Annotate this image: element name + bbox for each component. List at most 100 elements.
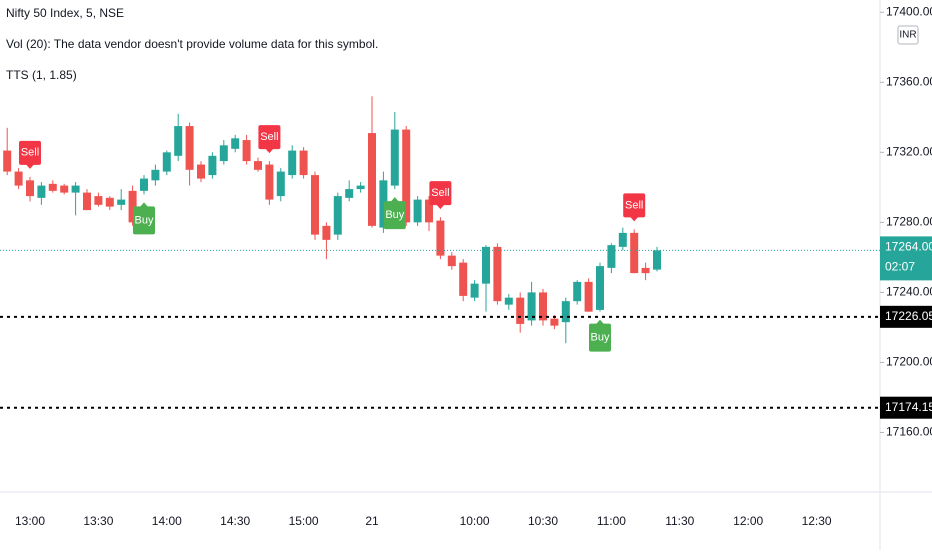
candle-body (322, 225, 331, 240)
buy-label-box (383, 201, 406, 230)
candle-body (60, 185, 69, 193)
sell-label-arrow (436, 204, 445, 210)
volume-note: Vol (20): The data vendor doesn't provid… (6, 37, 378, 51)
candle-body (447, 255, 456, 267)
level-label: 17226.05 (885, 309, 932, 323)
sell-label: Sell (260, 131, 278, 143)
candle-body (379, 180, 388, 228)
candle-body (265, 164, 274, 200)
candle-body (208, 155, 217, 176)
candle-body (299, 150, 308, 176)
currency-box[interactable] (897, 25, 919, 45)
candle-body (550, 318, 559, 326)
candle-body (607, 245, 616, 268)
y-tick-label: 17160.00 (886, 425, 932, 439)
candle-body (333, 196, 342, 235)
candle-body (516, 297, 525, 324)
candle-body (527, 292, 536, 321)
sell-label: Sell (431, 187, 449, 199)
candle-body (482, 246, 490, 284)
x-tick-label: 11:00 (597, 514, 626, 528)
x-tick-label: 12:30 (802, 514, 832, 528)
x-tick-label: 21 (365, 514, 379, 528)
indicator-name: TTS (1, 1.85) (6, 68, 77, 82)
buy-label-box (133, 206, 155, 235)
candle-body (470, 283, 479, 298)
candle-body (368, 133, 376, 226)
candle-body (37, 185, 46, 198)
candle-body (162, 152, 171, 172)
level-label-box (880, 305, 932, 328)
candle-body (288, 150, 297, 176)
candle-body (219, 145, 228, 162)
buy-label-arrow (390, 197, 399, 202)
sell-label-box (429, 181, 452, 206)
x-tick-label: 13:30 (83, 514, 113, 528)
candle-body (561, 301, 570, 323)
buy-label: Buy (591, 332, 610, 344)
candle-body (151, 169, 160, 181)
candle-body (197, 164, 205, 179)
candle-body (105, 197, 114, 207)
x-tick-label: 10:00 (460, 514, 490, 528)
candle-body (641, 267, 650, 274)
buy-label: Buy (385, 209, 404, 221)
buy-label-arrow (140, 202, 148, 207)
x-tick-label: 10:30 (528, 514, 558, 528)
candle-body (425, 199, 433, 223)
y-tick-label: 17360.00 (886, 74, 932, 88)
y-tick-label: 17320.00 (886, 144, 932, 158)
candle-body (653, 250, 661, 270)
candle-body (3, 150, 12, 172)
y-tick-label: 17240.00 (886, 285, 932, 299)
candle-body (26, 180, 34, 197)
candle-body (311, 175, 319, 235)
candle-body (459, 262, 468, 296)
sell-label-box (19, 140, 41, 165)
candle-body (174, 126, 183, 156)
candle-body (117, 199, 126, 205)
chart-title: Nifty 50 Index, 5, NSE (6, 6, 124, 20)
candle-body (94, 196, 103, 205)
buy-label: Buy (135, 214, 154, 226)
sell-label-arrow (630, 216, 639, 222)
candle-body (436, 220, 445, 256)
x-tick-label: 15:00 (289, 514, 319, 528)
sell-label-arrow (26, 164, 34, 169)
candle-body (573, 281, 582, 302)
candle-body (630, 232, 639, 274)
candle-body (140, 178, 148, 191)
candle-body (128, 190, 137, 223)
candle-body (584, 281, 593, 312)
x-tick-label: 12:00 (733, 514, 763, 528)
candle-body (618, 232, 627, 247)
x-tick-label: 14:30 (220, 514, 250, 528)
countdown: 02:07 (885, 260, 915, 274)
candle-body (254, 161, 262, 170)
currency[interactable]: INR (899, 30, 916, 41)
candle-body (493, 246, 502, 302)
level-label: 17174.15 (885, 400, 932, 414)
y-tick-label: 17280.00 (886, 215, 932, 229)
buy-label-arrow (596, 319, 604, 325)
candle-body (596, 266, 604, 310)
candle-body (83, 192, 91, 211)
buy-label-box (589, 323, 611, 352)
plot (3, 96, 661, 344)
y-tick-label: 17200.00 (886, 355, 932, 369)
x-tick-label: 11:30 (665, 514, 694, 528)
level-label-box (880, 396, 932, 419)
sell-label-arrow (265, 148, 274, 154)
candle-body (390, 129, 399, 186)
candle-body (345, 189, 354, 198)
y-tick-label: 17400.00 (886, 4, 932, 18)
candle-body (276, 171, 285, 197)
candle-body (356, 185, 365, 190)
sell-label-box (623, 193, 646, 218)
x-tick-label: 13:00 (15, 514, 45, 528)
candle-body (231, 138, 240, 149)
candle-body (402, 129, 411, 223)
sell-label: Sell (625, 199, 643, 211)
